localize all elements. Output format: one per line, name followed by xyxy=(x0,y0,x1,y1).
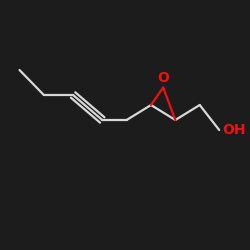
Text: OH: OH xyxy=(222,123,246,137)
Text: O: O xyxy=(157,70,169,85)
